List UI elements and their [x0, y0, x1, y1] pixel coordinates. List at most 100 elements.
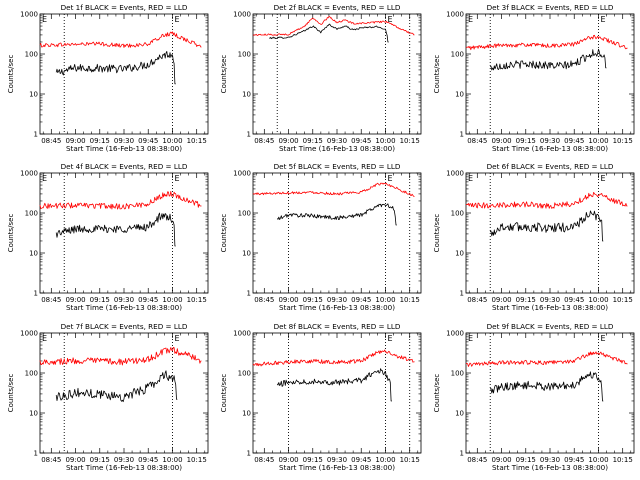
x-tick-label: 09:30	[540, 137, 560, 145]
y-tick-label: 100	[451, 370, 464, 378]
x-tick-label: 10:00	[162, 296, 182, 304]
y-tick-label: 1	[247, 290, 251, 298]
x-tick-label: 09:30	[114, 456, 134, 464]
events-series-line	[55, 370, 178, 403]
x-tick-label: 09:45	[351, 456, 371, 464]
y-tick-label: 1000	[20, 11, 38, 19]
y-tick-label: 10	[455, 410, 464, 418]
start-marker-label: E	[42, 174, 47, 183]
plot-frame	[39, 13, 209, 135]
x-axis-label: Start Time (16-Feb-13 08:38:00)	[66, 463, 182, 472]
y-tick-label: 1000	[20, 170, 38, 178]
x-tick-label: 08:45	[41, 456, 61, 464]
events-series-line	[489, 210, 604, 242]
x-tick-label: 10:00	[375, 296, 395, 304]
x-tick-label: 10:00	[375, 137, 395, 145]
x-tick-label: 09:15	[90, 137, 110, 145]
x-tick-label: 10:15	[400, 456, 420, 464]
y-tick-label: 10	[29, 410, 38, 418]
x-tick-label: 09:30	[327, 137, 347, 145]
x-tick-label: 09:15	[516, 296, 536, 304]
x-tick-label: 09:15	[516, 456, 536, 464]
lld-series-line	[39, 190, 202, 210]
x-axis-label: Start Time (16-Feb-13 08:38:00)	[279, 303, 395, 312]
x-axis-label: Start Time (16-Feb-13 08:38:00)	[66, 144, 182, 153]
events-series-line	[276, 203, 397, 226]
y-axis-label: Counts/sec	[220, 374, 228, 413]
panel-title: Det 4f BLACK = Events, RED = LLD	[61, 162, 188, 171]
x-tick-label: 09:30	[540, 296, 560, 304]
events-series-line	[269, 23, 389, 43]
detector-panel: Det 6f BLACK = Events, RED = LLD 1 10 100 10…	[433, 162, 635, 312]
x-tick-label: 09:45	[351, 296, 371, 304]
x-tick-label: 10:00	[375, 456, 395, 464]
start-marker-label: E	[468, 174, 473, 183]
x-tick-label: 09:00	[65, 456, 85, 464]
lld-series-line	[465, 191, 628, 209]
detector-panel: Det 2f BLACK = Events, RED = LLD 1 10 100 10…	[220, 3, 422, 153]
x-tick-label: 08:45	[254, 456, 274, 464]
x-axis-label: Start Time (16-Feb-13 08:38:00)	[279, 144, 395, 153]
x-tick-label: 10:15	[187, 456, 207, 464]
x-tick-label: 09:45	[138, 456, 158, 464]
x-tick-label: 09:15	[516, 137, 536, 145]
x-tick-label: 10:15	[187, 137, 207, 145]
start-marker-label: E	[42, 334, 47, 343]
y-tick-label: 100	[238, 210, 251, 218]
detector-panel: Det 9f BLACK = Events, RED = LLD 1 10 100 10…	[433, 322, 635, 472]
x-tick-label: 09:15	[90, 296, 110, 304]
x-tick-label: 09:15	[303, 456, 323, 464]
y-tick-label: 1	[247, 450, 251, 458]
x-tick-label: 09:45	[138, 296, 158, 304]
y-axis-label: Counts/sec	[433, 214, 441, 253]
x-axis-label: Start Time (16-Feb-13 08:38:00)	[492, 144, 608, 153]
events-series-line	[489, 48, 607, 71]
x-tick-label: 08:45	[41, 137, 61, 145]
y-tick-label: 10	[29, 91, 38, 99]
lld-series-line	[39, 31, 202, 48]
x-axis-label: Start Time (16-Feb-13 08:38:00)	[279, 463, 395, 472]
detector-panel: Det 3f BLACK = Events, RED = LLD 1 10 100 10…	[433, 3, 635, 153]
x-tick-label: 09:15	[90, 456, 110, 464]
plot-frame	[39, 332, 209, 454]
y-tick-label: 10	[29, 250, 38, 258]
x-tick-label: 10:00	[162, 456, 182, 464]
panel-title: Det 2f BLACK = Events, RED = LLD	[274, 3, 401, 12]
events-series-line	[55, 212, 176, 247]
y-tick-label: 1000	[20, 330, 38, 338]
events-series-line	[276, 368, 392, 402]
x-tick-label: 09:30	[327, 456, 347, 464]
x-tick-label: 09:00	[278, 456, 298, 464]
y-tick-label: 1	[34, 290, 38, 298]
detector-panel: Det 5f BLACK = Events, RED = LLD 1 10 100 10…	[220, 162, 422, 312]
x-tick-label: 08:45	[254, 296, 274, 304]
y-tick-label: 1000	[446, 170, 464, 178]
x-tick-label: 09:00	[491, 456, 511, 464]
start-marker-label: E	[468, 15, 473, 24]
x-tick-label: 10:15	[613, 456, 633, 464]
y-tick-label: 10	[455, 250, 464, 258]
detector-panel: Det 8f BLACK = Events, RED = LLD 1 10 100 10…	[220, 322, 422, 472]
panel-title: Det 9f BLACK = Events, RED = LLD	[487, 322, 614, 331]
panel-title: Det 3f BLACK = Events, RED = LLD	[487, 3, 614, 12]
x-tick-label: 09:45	[351, 137, 371, 145]
y-axis-label: Counts/sec	[7, 374, 15, 413]
panel-title: Det 5f BLACK = Events, RED = LLD	[274, 162, 401, 171]
plot-frame	[465, 13, 635, 135]
y-tick-label: 100	[451, 210, 464, 218]
y-axis-label: Counts/sec	[7, 214, 15, 253]
time-marker-label: E	[600, 174, 605, 183]
y-tick-label: 1	[460, 290, 464, 298]
start-marker-label: E	[468, 334, 473, 343]
x-tick-label: 09:00	[65, 296, 85, 304]
x-tick-label: 09:45	[564, 137, 584, 145]
x-tick-label: 09:30	[540, 456, 560, 464]
y-tick-label: 10	[455, 91, 464, 99]
x-axis-label: Start Time (16-Feb-13 08:38:00)	[66, 303, 182, 312]
x-tick-label: 08:45	[254, 137, 274, 145]
x-tick-label: 09:45	[564, 456, 584, 464]
x-tick-label: 10:00	[162, 137, 182, 145]
x-tick-label: 09:15	[303, 296, 323, 304]
x-tick-label: 09:45	[138, 137, 158, 145]
